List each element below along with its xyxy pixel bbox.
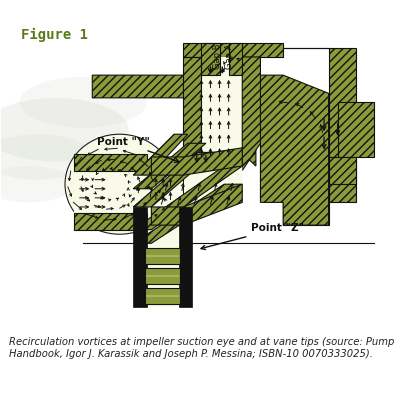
Polygon shape: [338, 102, 374, 157]
Text: Point "Y": Point "Y": [97, 137, 179, 162]
Polygon shape: [260, 75, 328, 225]
Bar: [178, 207, 192, 307]
Polygon shape: [242, 57, 260, 171]
Bar: [74, 171, 147, 213]
Bar: [74, 213, 147, 230]
Bar: [145, 248, 179, 264]
Polygon shape: [133, 143, 206, 189]
Text: Gap A: Gap A: [225, 43, 234, 69]
Ellipse shape: [20, 77, 147, 128]
Text: Figure 1: Figure 1: [21, 28, 88, 42]
Text: Point "Z": Point "Z": [201, 224, 304, 249]
Polygon shape: [133, 134, 188, 175]
Text: Recirculation vortices at impeller suction eye and at vane tips (source: Pump
Ha: Recirculation vortices at impeller sucti…: [9, 337, 394, 358]
Bar: [145, 288, 179, 304]
Polygon shape: [151, 148, 242, 175]
Bar: [74, 154, 147, 171]
Polygon shape: [228, 43, 242, 75]
Polygon shape: [183, 43, 283, 57]
Polygon shape: [328, 157, 356, 184]
Ellipse shape: [0, 98, 129, 162]
Polygon shape: [92, 75, 256, 166]
Polygon shape: [283, 48, 356, 202]
Text: Gap B: Gap B: [213, 43, 222, 69]
Bar: [147, 207, 178, 307]
Ellipse shape: [0, 166, 74, 202]
Polygon shape: [201, 57, 242, 171]
Ellipse shape: [0, 134, 92, 180]
Polygon shape: [151, 166, 242, 207]
Polygon shape: [283, 193, 328, 225]
Polygon shape: [201, 43, 220, 75]
Polygon shape: [265, 84, 324, 198]
Polygon shape: [133, 184, 242, 243]
Polygon shape: [133, 152, 215, 207]
Ellipse shape: [65, 134, 174, 234]
Polygon shape: [133, 166, 242, 230]
Bar: [145, 268, 179, 284]
Polygon shape: [142, 166, 183, 275]
Polygon shape: [183, 57, 201, 171]
Bar: [133, 207, 147, 307]
Polygon shape: [151, 184, 242, 225]
